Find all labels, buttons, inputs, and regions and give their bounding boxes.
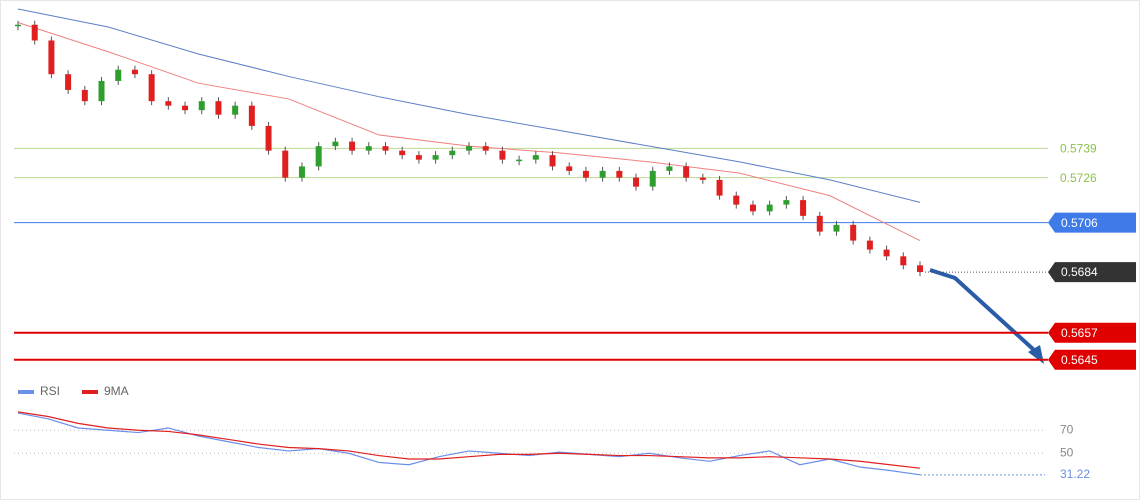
level-label-box	[1048, 212, 1136, 233]
candle	[499, 150, 506, 160]
candle	[298, 166, 305, 178]
candle	[766, 204, 773, 212]
candle	[683, 166, 690, 178]
level-label: 0.5726	[1060, 171, 1097, 185]
candle	[800, 200, 807, 216]
level-label-box	[1048, 349, 1136, 370]
candle	[432, 155, 439, 160]
candle	[382, 146, 389, 151]
candle	[31, 24, 38, 41]
forecast-arrow	[929, 268, 1036, 352]
candle	[399, 150, 406, 156]
candle	[165, 101, 172, 106]
candle	[198, 101, 205, 111]
candle	[850, 224, 857, 241]
candle	[248, 105, 255, 126]
candle	[482, 146, 489, 151]
level-label: 0.5684	[1061, 265, 1098, 279]
candle	[282, 150, 289, 178]
candle	[98, 80, 105, 102]
candle	[449, 150, 456, 156]
candle	[816, 215, 823, 232]
candle	[866, 240, 873, 250]
candle	[516, 159, 523, 162]
level-label: 0.5706	[1061, 216, 1098, 230]
candle	[666, 166, 673, 171]
candle	[566, 166, 573, 171]
candle	[532, 155, 539, 160]
candle	[332, 141, 339, 147]
candle	[182, 105, 189, 111]
candle	[315, 146, 322, 167]
level-label: 0.5657	[1061, 326, 1098, 340]
candle	[215, 101, 222, 115]
candle	[733, 195, 740, 205]
candle	[232, 105, 239, 115]
rsi-line	[17, 412, 921, 476]
candle	[749, 204, 756, 212]
candle	[917, 265, 923, 273]
candle	[415, 155, 422, 160]
legend-label: RSI	[40, 384, 60, 398]
candle	[148, 74, 155, 102]
candle	[115, 69, 122, 81]
candle	[599, 170, 606, 178]
candle	[633, 177, 640, 187]
candle	[466, 146, 472, 151]
rsi-line	[17, 411, 921, 469]
candle	[81, 89, 88, 102]
candle	[365, 146, 372, 151]
candle	[65, 74, 72, 90]
candle	[699, 177, 706, 180]
candle	[616, 170, 623, 178]
candle	[349, 141, 356, 151]
level-label: 0.5645	[1061, 353, 1098, 367]
candle	[265, 125, 272, 151]
candle	[783, 200, 790, 205]
candle	[716, 179, 723, 196]
level-label: 0.5739	[1060, 142, 1097, 156]
level-label-box	[1048, 262, 1136, 283]
y-tick-label: 50	[1060, 445, 1074, 459]
y-tick-label: 70	[1060, 422, 1074, 436]
candle	[15, 24, 21, 27]
candle	[549, 155, 556, 167]
candle	[900, 256, 907, 266]
moving-average	[17, 8, 921, 203]
candle	[131, 69, 138, 75]
candle	[883, 249, 890, 257]
candle	[649, 170, 656, 187]
candle	[582, 170, 589, 178]
legend-label: 9MA	[104, 384, 129, 398]
candle	[833, 224, 840, 232]
rsi-current-label: 31.22	[1060, 467, 1090, 481]
level-label-box	[1048, 322, 1136, 343]
candle	[48, 40, 55, 75]
